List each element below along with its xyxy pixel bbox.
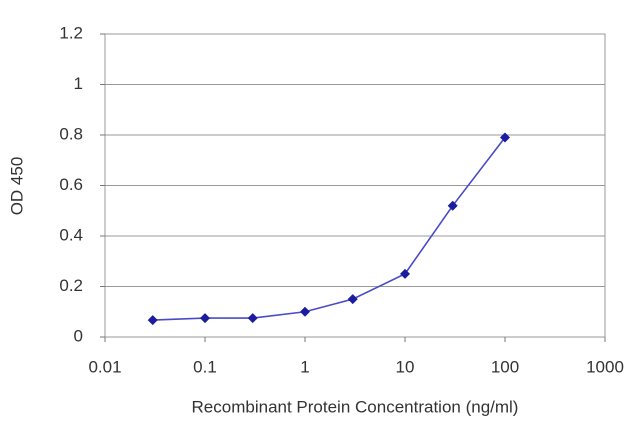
y-tick-label: 0.2 [59, 276, 83, 295]
x-axis-label: Recombinant Protein Concentration (ng/ml… [192, 397, 519, 416]
data-point [247, 313, 258, 324]
data-line [152, 137, 506, 321]
data-point [300, 306, 310, 317]
y-tick-label: 0 [74, 326, 83, 345]
x-tick-label: 0.01 [88, 357, 121, 376]
y-tick-label: 1.2 [59, 23, 83, 42]
data-point [500, 132, 510, 143]
x-tick-label: 1000 [586, 357, 624, 376]
x-tick-label: 10 [396, 357, 415, 376]
data-point [200, 313, 210, 324]
y-tick-label: 0.6 [59, 175, 83, 194]
x-tick-label: 0.1 [193, 357, 217, 376]
y-tick-label: 1 [74, 74, 83, 93]
x-tick-label: 100 [491, 357, 519, 376]
data-point [147, 315, 158, 326]
x-tick-label: 1 [300, 357, 309, 376]
y-tick-label: 0.8 [59, 124, 83, 143]
data-point [347, 294, 358, 305]
y-axis-label: OD 450 [7, 157, 26, 216]
data-point [400, 268, 410, 279]
y-tick-label: 0.4 [59, 225, 83, 244]
data-point [447, 200, 458, 211]
